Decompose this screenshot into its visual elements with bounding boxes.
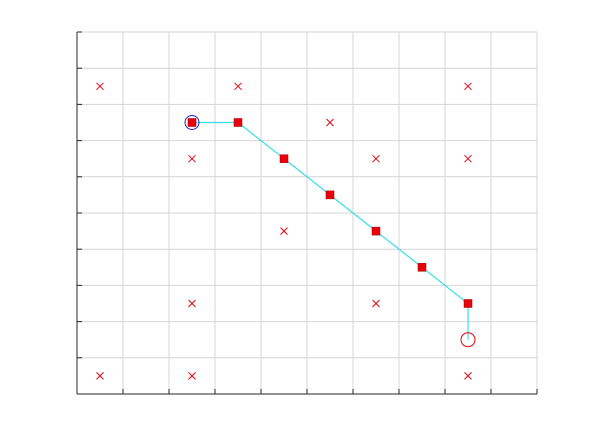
obstacle-marker xyxy=(97,83,104,90)
path-node-marker xyxy=(280,155,288,163)
obstacle-marker xyxy=(97,372,104,379)
obstacle-marker xyxy=(465,372,472,379)
path-layer xyxy=(188,119,472,340)
obstacle-layer xyxy=(97,83,472,380)
path-node-marker xyxy=(234,119,242,127)
obstacle-marker xyxy=(189,372,196,379)
obstacle-marker xyxy=(373,300,380,307)
path-node-marker xyxy=(188,119,196,127)
obstacle-marker xyxy=(235,83,242,90)
obstacle-marker xyxy=(465,83,472,90)
path-node-marker xyxy=(418,263,426,271)
obstacle-marker xyxy=(281,228,288,235)
path-node-marker xyxy=(464,300,472,308)
obstacle-marker xyxy=(373,155,380,162)
obstacle-marker xyxy=(189,155,196,162)
obstacle-marker xyxy=(327,119,334,126)
obstacle-marker xyxy=(465,155,472,162)
path-line xyxy=(192,123,468,340)
path-node-marker xyxy=(326,191,334,199)
path-node-marker xyxy=(372,227,380,235)
marker-layer xyxy=(185,116,475,347)
obstacle-marker xyxy=(189,300,196,307)
